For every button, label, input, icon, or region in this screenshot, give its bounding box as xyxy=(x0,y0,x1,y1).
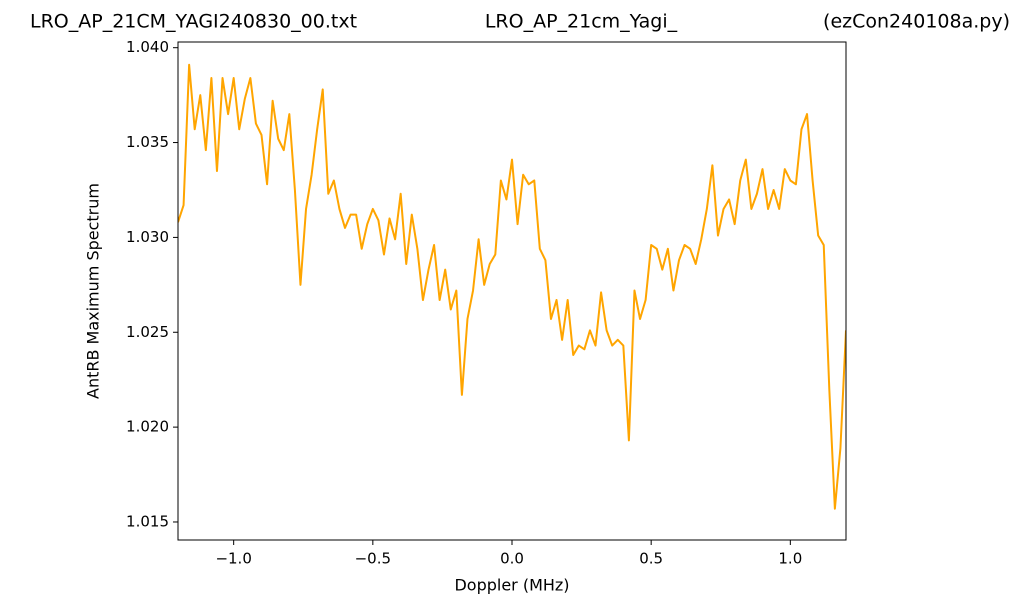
y-tick-label: 1.040 xyxy=(126,38,169,56)
y-tick-label: 1.035 xyxy=(126,133,169,151)
chart-title-left: LRO_AP_21CM_YAGI240830_00.txt xyxy=(30,11,357,33)
y-axis-label: AntRB Maximum Spectrum xyxy=(84,183,103,399)
plot-frame xyxy=(177,41,847,541)
y-tick-label: 1.015 xyxy=(126,512,169,530)
x-tick-label: 0.0 xyxy=(500,550,524,568)
y-tick-label: 1.030 xyxy=(126,228,169,246)
x-tick-label: 0.5 xyxy=(639,550,663,568)
x-tick-label: 1.0 xyxy=(778,550,802,568)
x-tick-label: −1.0 xyxy=(215,550,251,568)
data-line xyxy=(178,63,846,510)
y-tick-label: 1.020 xyxy=(126,418,169,436)
x-axis-label: Doppler (MHz) xyxy=(454,576,569,595)
y-tick-label: 1.025 xyxy=(126,323,169,341)
chart-title-center: LRO_AP_21cm_Yagi_ xyxy=(485,11,678,33)
chart-title-right: (ezCon240108a.py) xyxy=(823,11,1010,33)
x-tick-label: −0.5 xyxy=(355,550,391,568)
